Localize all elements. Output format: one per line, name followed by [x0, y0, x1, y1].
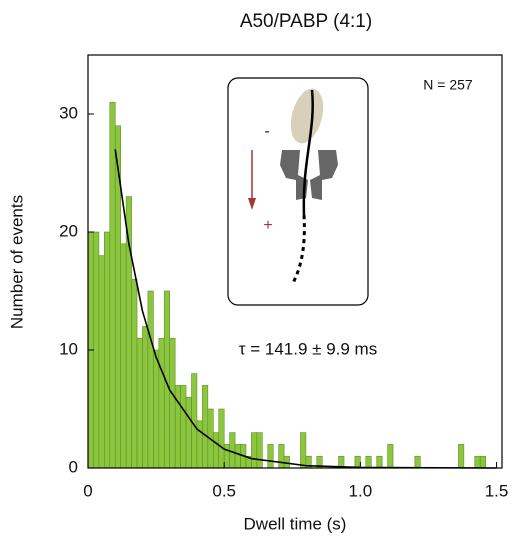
bar — [185, 396, 192, 469]
bar — [223, 444, 230, 469]
inset-plus: + — [263, 217, 272, 234]
bar — [125, 196, 132, 469]
bar — [196, 420, 203, 469]
bar — [93, 231, 100, 469]
bar — [283, 455, 290, 469]
bar — [202, 385, 209, 469]
bar — [98, 255, 105, 469]
bar — [158, 337, 165, 469]
bar — [147, 290, 154, 469]
bar — [354, 455, 361, 469]
chart-title: A50/PABP (4:1) — [240, 11, 372, 32]
y-tick-label: 0 — [69, 457, 78, 476]
y-tick-label: 20 — [59, 221, 78, 240]
bar — [256, 432, 263, 469]
bar — [479, 455, 486, 469]
bar — [120, 243, 127, 469]
plot-frame — [87, 54, 503, 469]
inset-diagram: - + — [227, 77, 369, 306]
bar — [474, 455, 481, 469]
bar — [387, 444, 394, 469]
bar — [218, 408, 225, 469]
bar — [365, 455, 372, 469]
bar — [180, 385, 187, 469]
bar — [191, 373, 198, 469]
y-tick-label: 10 — [59, 339, 78, 358]
bar — [153, 349, 160, 469]
inset-minus: - — [264, 123, 269, 140]
bar — [229, 432, 236, 469]
bar — [212, 432, 220, 469]
y-axis-label: Number of events — [7, 195, 26, 329]
bar — [267, 444, 274, 469]
bar — [109, 101, 116, 469]
x-axis-label: Dwell time (s) — [244, 514, 347, 533]
fit-line — [114, 149, 497, 469]
annotation: τ = 141.9 ± 9.9 ms — [239, 339, 377, 358]
bar — [251, 432, 258, 469]
bar — [278, 444, 285, 469]
bar — [142, 326, 149, 469]
plot-area: 0 10 20 30 0 0.5 1.0 1.5 — [59, 54, 509, 500]
x-tick-label: 0 — [83, 481, 92, 500]
bar — [104, 231, 111, 469]
annotation: N = 257 — [423, 77, 473, 93]
x-tick-label: 1.0 — [349, 481, 373, 500]
bar — [300, 432, 307, 469]
bar — [458, 444, 465, 469]
y-tick-label: 30 — [59, 103, 78, 122]
bar — [136, 337, 143, 469]
x-tick-label: 0.5 — [212, 481, 236, 500]
bar — [414, 455, 421, 469]
bar — [234, 444, 241, 469]
bar — [131, 278, 138, 469]
bar — [376, 455, 383, 469]
x-tick-label: 1.5 — [485, 481, 509, 500]
bar — [169, 337, 176, 469]
